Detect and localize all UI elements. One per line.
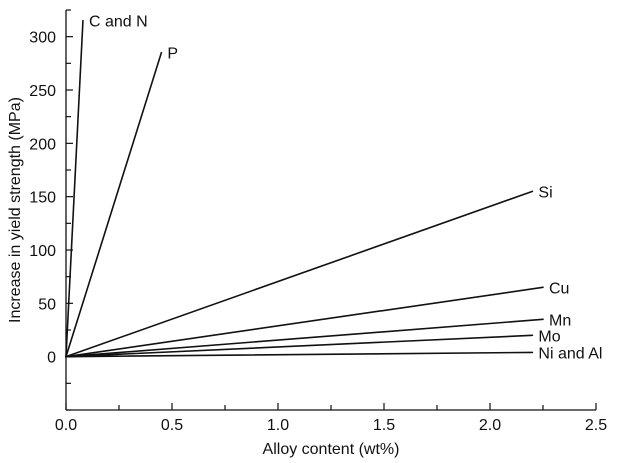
y-tick-label: 250 (29, 83, 56, 100)
series-line (65, 51, 163, 358)
series-label: Ni and Al (538, 345, 602, 362)
series-label: Mn (549, 312, 571, 329)
series-label: C and N (89, 14, 148, 31)
series-line (65, 19, 84, 358)
series-line (65, 334, 534, 358)
x-tick-label: 2.5 (585, 417, 607, 434)
series-line (65, 286, 544, 358)
y-tick-label: 300 (29, 30, 56, 47)
series-label: P (167, 46, 178, 63)
x-tick-label: 1.0 (267, 417, 289, 434)
y-tick-label: 100 (29, 243, 56, 260)
series-label: Si (538, 184, 552, 201)
x-axis-title: Alloy content (wt%) (263, 441, 400, 458)
x-tick-label: 2.0 (479, 417, 501, 434)
y-axis-title: Increase in yield strength (MPa) (7, 97, 24, 323)
series-line (65, 318, 544, 358)
y-tick-label: 150 (29, 190, 56, 207)
series-line (65, 351, 534, 358)
series-label: Cu (549, 280, 569, 297)
y-tick-label: 50 (38, 296, 56, 313)
x-tick-label: 0.5 (161, 417, 183, 434)
x-tick-label: 0.0 (55, 417, 77, 434)
y-tick-label: 0 (47, 350, 56, 367)
series-line (65, 190, 534, 358)
axes: 0.0 0.5 1.0 1.5 2.0 2.5 0 50 100 150 200 250 300 (29, 9, 607, 434)
series-label: Mo (538, 328, 560, 345)
y-tick-label: 200 (29, 136, 56, 153)
x-tick-label: 1.5 (373, 417, 395, 434)
